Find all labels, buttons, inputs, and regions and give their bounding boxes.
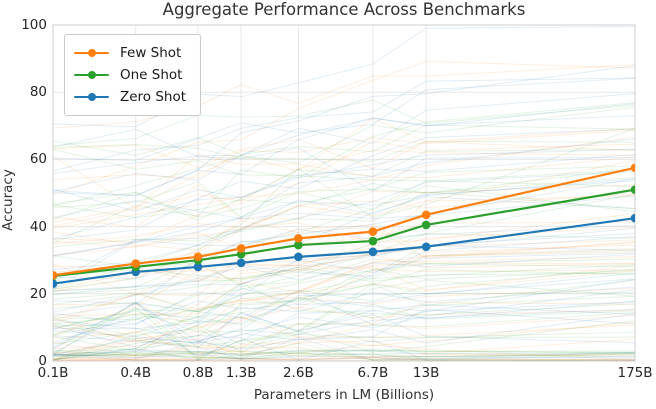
legend-label: Zero Shot	[120, 89, 187, 105]
data-point	[630, 163, 635, 173]
data-point	[368, 236, 378, 246]
data-point	[53, 279, 58, 289]
y-tick-label: 60	[29, 151, 47, 168]
x-tick-label: 13B	[412, 365, 440, 381]
x-tick-label: 175B	[617, 365, 653, 381]
data-point	[53, 271, 58, 280]
x-tick-label: 2.6B	[282, 365, 314, 381]
y-tick-label: 20	[29, 285, 47, 302]
chart-title: Aggregate Performance Across Benchmarks	[162, 0, 526, 19]
x-axis-label: Parameters in LM (Billions)	[253, 387, 435, 403]
legend-label: One Shot	[120, 67, 183, 83]
background-benchmark-lines	[53, 26, 635, 361]
legend-item-zero-shot: Zero Shot	[74, 86, 186, 108]
data-point	[131, 259, 141, 268]
x-tick-label: 0.8B	[182, 365, 214, 381]
data-point	[368, 247, 378, 257]
y-tick-label: 80	[29, 84, 47, 101]
x-tick-label: 0.4B	[120, 365, 152, 381]
data-point	[294, 240, 303, 250]
data-point	[421, 220, 431, 230]
legend-line-marker-icon	[74, 69, 109, 81]
data-point	[630, 213, 635, 223]
data-point	[236, 244, 246, 253]
x-tick-label: 0.1B	[37, 365, 69, 381]
data-point	[236, 258, 246, 268]
y-tick-label: 40	[29, 218, 47, 235]
data-point	[630, 185, 635, 194]
y-tick-label: 0	[38, 353, 47, 369]
data-point	[294, 234, 303, 243]
y-tick-label: 100	[21, 17, 47, 33]
data-point	[368, 227, 378, 236]
data-point	[421, 210, 431, 220]
data-point	[294, 252, 303, 262]
x-tick-label: 1.3B	[225, 365, 257, 381]
legend-item-one-shot: One Shot	[74, 64, 186, 86]
legend-item-few-shot: Few Shot	[74, 42, 186, 64]
legend: Few Shot One Shot Zero Shot	[64, 34, 202, 116]
series-few-shot	[53, 163, 635, 280]
legend-label: Few Shot	[120, 45, 182, 61]
data-point	[421, 242, 431, 252]
data-point	[193, 262, 203, 272]
x-tick-label: 6.7B	[357, 365, 389, 381]
legend-line-marker-icon	[74, 47, 109, 59]
data-point	[193, 252, 203, 262]
legend-line-marker-icon	[74, 91, 109, 103]
